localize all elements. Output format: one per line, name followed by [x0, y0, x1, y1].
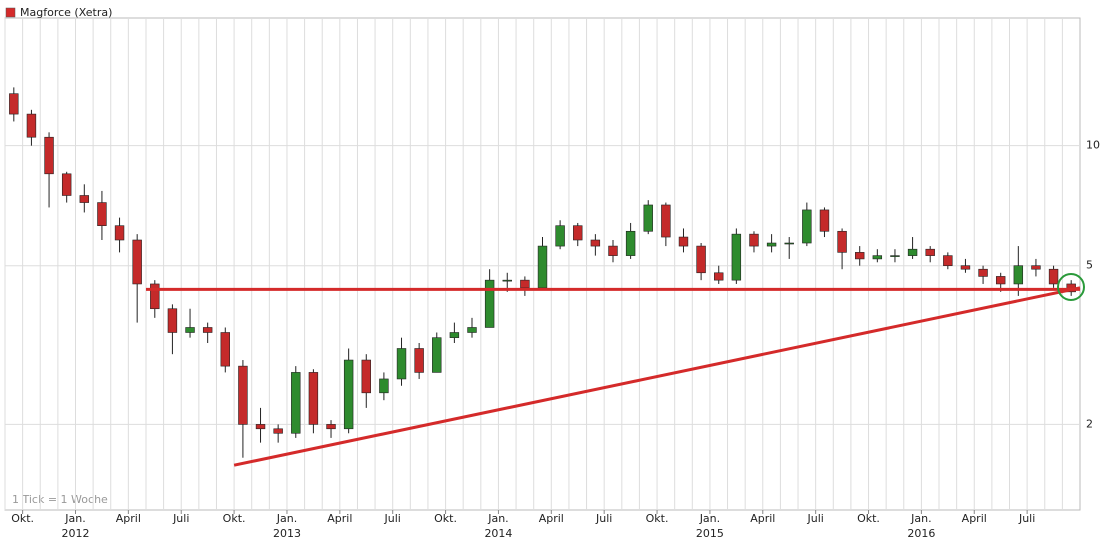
- candle-body: [326, 424, 336, 430]
- candle-body: [1013, 265, 1024, 285]
- x-tick-label: Okt.: [434, 512, 457, 525]
- candle-body: [150, 283, 160, 310]
- year-label: 2016: [907, 527, 935, 540]
- y-tick-label: 5: [1086, 259, 1093, 272]
- candle-body: [449, 332, 460, 338]
- trend-line: [233, 286, 1081, 467]
- candle-body: [819, 209, 830, 232]
- x-tick-label: Okt.: [11, 512, 34, 525]
- candle-body: [643, 204, 653, 232]
- x-tick-label: Jan.: [910, 512, 931, 525]
- x-tick-label: Okt.: [223, 512, 246, 525]
- candle-body: [114, 225, 125, 241]
- x-tick-label: Juli: [1018, 512, 1035, 525]
- candle-body: [432, 337, 442, 373]
- candle-body: [467, 327, 477, 333]
- x-tick-label: April: [750, 512, 775, 525]
- candle-body: [625, 230, 636, 256]
- candle-body: [696, 245, 706, 274]
- candle-body: [749, 233, 759, 247]
- candle-body: [872, 255, 883, 260]
- candle-body: [555, 225, 565, 247]
- candle-body: [255, 424, 266, 430]
- candle-body: [995, 276, 1006, 285]
- candle-body: [343, 359, 354, 430]
- candle-body: [855, 252, 865, 260]
- candle-body: [9, 93, 19, 115]
- x-tick-label: April: [962, 512, 987, 525]
- x-tick-label: Juli: [172, 512, 189, 525]
- candle-body: [802, 209, 812, 244]
- highlight-circle: [1057, 273, 1085, 301]
- candle-body: [608, 245, 618, 256]
- x-tick-label: Jan.: [64, 512, 85, 525]
- x-tick-label: Okt.: [857, 512, 880, 525]
- candle-body: [61, 173, 72, 196]
- year-label: 2013: [273, 527, 301, 540]
- note: 1 Tick = 1 Woche: [12, 493, 108, 506]
- candle-body: [678, 236, 689, 247]
- candle-body: [238, 365, 248, 425]
- x-tick-label: Juli: [806, 512, 823, 525]
- legend-swatch: [5, 7, 16, 18]
- x-tick-label: Okt.: [646, 512, 669, 525]
- candle-body: [837, 230, 847, 253]
- candle-body: [291, 372, 301, 434]
- chart-title: Magforce (Xetra): [20, 6, 112, 19]
- x-tick-label: April: [327, 512, 352, 525]
- candle-body: [731, 233, 742, 281]
- candle-body: [220, 332, 230, 367]
- candle-body: [590, 239, 601, 247]
- marks: [9, 87, 1081, 467]
- candle-body: [484, 279, 495, 328]
- candle-body: [361, 359, 371, 394]
- x-tick-label: Juli: [595, 512, 612, 525]
- candle-body: [502, 279, 512, 282]
- candle-body: [907, 248, 918, 256]
- candle-body: [132, 239, 142, 285]
- candle-body: [537, 245, 548, 289]
- candle-body: [520, 279, 530, 289]
- x-tick-label: Jan.: [699, 512, 720, 525]
- candle-body: [1031, 265, 1041, 270]
- candle-body: [308, 372, 319, 425]
- candle-body: [44, 136, 54, 175]
- grid: [4, 18, 1080, 510]
- year-label: 2012: [61, 527, 89, 540]
- candle-body: [273, 428, 283, 434]
- x-tick-label: Juli: [384, 512, 401, 525]
- candle-body: [925, 248, 935, 256]
- candle-body: [661, 204, 671, 238]
- year-label: 2014: [484, 527, 512, 540]
- candle-body: [379, 378, 389, 394]
- x-tick-label: April: [116, 512, 141, 525]
- candle-body: [714, 272, 724, 281]
- candle-body: [766, 242, 777, 247]
- candle-body: [414, 348, 424, 373]
- candle-body: [943, 255, 953, 267]
- candle-body: [784, 242, 794, 245]
- candle-body: [79, 195, 90, 203]
- candle-body: [890, 255, 900, 257]
- candle-body: [26, 113, 37, 138]
- candle-body: [573, 225, 583, 241]
- candle-body: [1048, 268, 1059, 285]
- candle-body: [960, 265, 971, 270]
- x-tick-label: Jan.: [487, 512, 508, 525]
- candle-body: [396, 348, 407, 380]
- candle-body: [202, 327, 213, 333]
- x-tick-label: April: [539, 512, 564, 525]
- y-tick-label: 2: [1086, 417, 1093, 430]
- x-tick-label: Jan.: [276, 512, 297, 525]
- y-tick-label: 10: [1086, 139, 1100, 152]
- candle-body: [167, 308, 178, 333]
- year-label: 2015: [696, 527, 724, 540]
- candle-body: [185, 327, 195, 333]
- candle-body: [978, 268, 988, 277]
- candle-body: [97, 202, 107, 226]
